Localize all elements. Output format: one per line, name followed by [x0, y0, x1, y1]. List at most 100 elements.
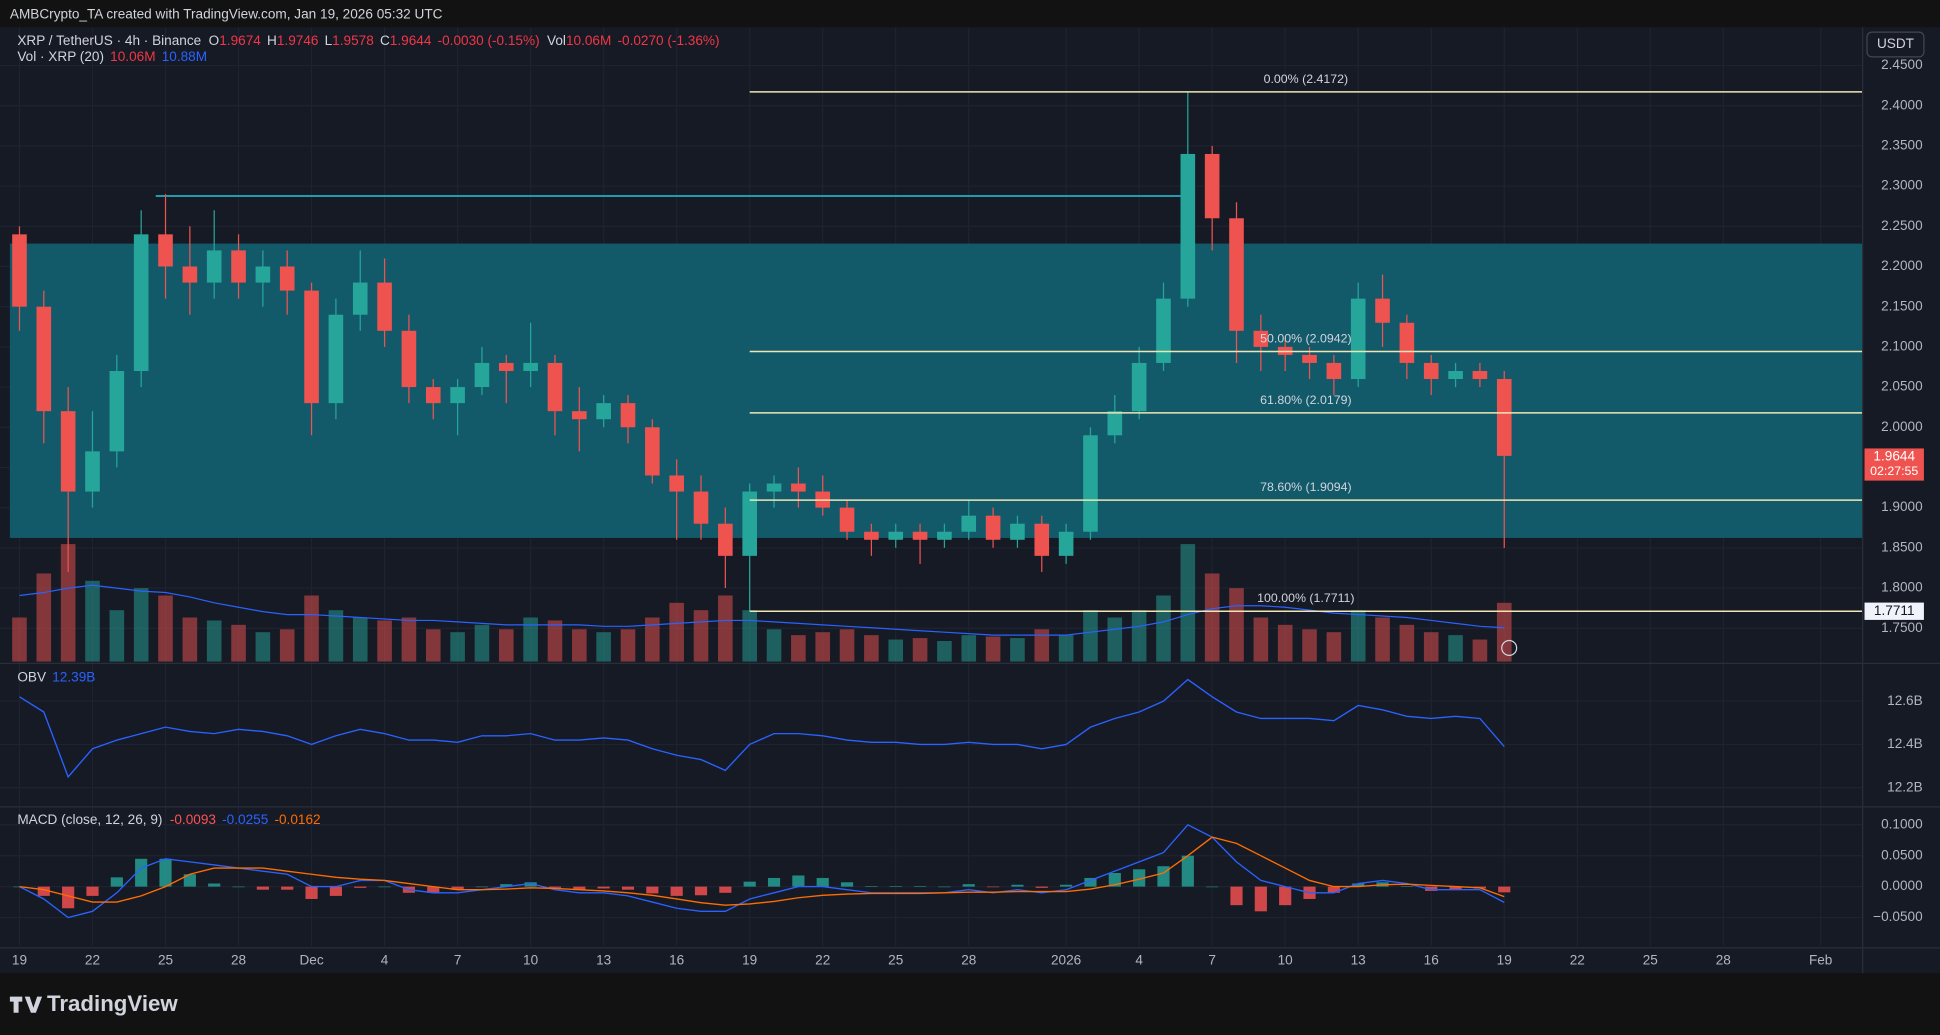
candle-body [620, 403, 636, 428]
volume-bar [498, 629, 514, 662]
histogram-value: -0.0093 [170, 811, 216, 826]
x-tick-label: 28 [231, 952, 246, 967]
volume-bar [1375, 617, 1390, 662]
y-tick-label: 2.1500 [1881, 298, 1923, 313]
fib-price-badge [1864, 602, 1924, 620]
x-tick-label: 10 [523, 952, 539, 967]
obv-legend: OBV 12.39B [17, 669, 95, 684]
ohlc-name: O [209, 32, 220, 47]
histogram-bar [1254, 886, 1267, 912]
x-tick-label: 28 [961, 952, 976, 967]
alert-icon [1501, 639, 1518, 656]
histogram-bar [1060, 884, 1073, 887]
last-price-label: 1.9644 [1873, 449, 1915, 464]
histogram-bar [159, 858, 172, 887]
volume-bar [1472, 639, 1488, 662]
volume-bar [596, 632, 611, 662]
marks-layer: 0.00% (2.4172) 50.00% (2.0942) 61.80% (2.0… [12, 72, 1863, 919]
volume-bar [352, 617, 368, 662]
volume-bar [645, 617, 660, 662]
macd-legend: MACD (close, 12, 26, 9) -0.0093 -0.0255 -0.… [17, 811, 320, 826]
histogram-bar [1327, 886, 1340, 893]
y-tick-label: 1.9000 [1881, 499, 1923, 514]
histogram-bar [37, 886, 50, 896]
x-tick-label: Feb [1809, 952, 1832, 967]
volume-bar [328, 610, 344, 662]
x-tick-label: 16 [1424, 952, 1439, 967]
histogram-bar [110, 877, 123, 887]
histogram-bar [1498, 886, 1511, 893]
histogram-bar [305, 886, 318, 899]
volume-bar [888, 639, 904, 662]
volume-bar [450, 632, 465, 662]
candle-body [1350, 298, 1366, 380]
histogram-bar [1206, 886, 1219, 888]
volume-bar [1131, 610, 1147, 662]
histogram-bar [621, 886, 635, 890]
candle-body [133, 234, 149, 371]
volume-ma-line [19, 584, 1505, 636]
volume-bar [401, 617, 417, 662]
fib-label: 78.60% (1.9094) [1260, 480, 1351, 494]
volume-bar [1423, 632, 1439, 662]
currency-button[interactable] [1866, 31, 1925, 58]
currency-label[interactable]: USDT [1877, 36, 1914, 51]
volume-bar [1399, 624, 1415, 662]
x-tick-label: 22 [1570, 952, 1585, 967]
volume-bar [985, 636, 1001, 662]
candle-body [839, 507, 855, 532]
y-tick-label: 0.1000 [1881, 816, 1923, 831]
volume-bar [182, 617, 198, 662]
ohlc-value: 1.9578 [332, 32, 374, 47]
y-tick-label: 2.3000 [1881, 178, 1923, 193]
histogram-bar [451, 886, 464, 890]
y-tick-label: 2.4000 [1881, 97, 1923, 112]
candle-body [985, 515, 1001, 540]
countdown-label: 02:27:55 [1870, 464, 1918, 478]
volume-bar [133, 588, 149, 662]
obv-name: OBV [17, 669, 46, 684]
last-price-badge [1864, 448, 1924, 481]
candle-body [1326, 362, 1342, 380]
x-tick-label: 10 [1278, 952, 1294, 967]
volume-bar [1010, 638, 1025, 662]
x-tick-label: 13 [596, 952, 611, 967]
volume-bar [523, 617, 538, 662]
histogram-bar [378, 886, 391, 888]
candle-body [12, 234, 27, 307]
candle-body [1107, 411, 1123, 436]
y-tick-label: 2.3500 [1881, 138, 1923, 153]
histogram-bar [354, 886, 367, 888]
volume-value: 10.06M [110, 48, 155, 63]
volume-bar [255, 632, 271, 662]
candle-body [279, 266, 295, 291]
histogram-bar [500, 884, 513, 887]
volume-bar [12, 617, 27, 662]
candle-body [1472, 370, 1488, 380]
price-legend: XRP / TetherUS · 4h · Binance O1.9674 H1.9… [17, 32, 719, 47]
histogram-bar [1133, 869, 1146, 887]
candle-body [596, 403, 611, 420]
x-tick-label: 4 [381, 952, 389, 967]
volume-ma-value: 10.88M [162, 48, 207, 63]
ohlc-value: 1.9674 [219, 32, 261, 47]
x-tick-label: Dec [299, 952, 323, 967]
volume-bar [425, 629, 441, 662]
candle-body [1375, 298, 1390, 323]
x-tick-label: 25 [158, 952, 173, 967]
ohlc-name: L [325, 32, 333, 47]
brand-name: TradingView [47, 991, 178, 1016]
histogram-bar [232, 886, 245, 888]
histogram-bar [962, 884, 975, 887]
candle-body [912, 531, 928, 540]
x-tick-label: 19 [742, 952, 757, 967]
volume-bar [937, 641, 952, 662]
ohlc-value: 1.9644 [390, 32, 432, 47]
x-tick-label: 7 [454, 952, 462, 967]
candle-body [961, 515, 977, 532]
volume-bar [961, 635, 977, 662]
ohlc-value: 1.9746 [277, 32, 319, 47]
y-tick-label: 2.2500 [1881, 218, 1923, 233]
candle-body [1083, 435, 1098, 532]
volume-bar [1107, 617, 1123, 662]
